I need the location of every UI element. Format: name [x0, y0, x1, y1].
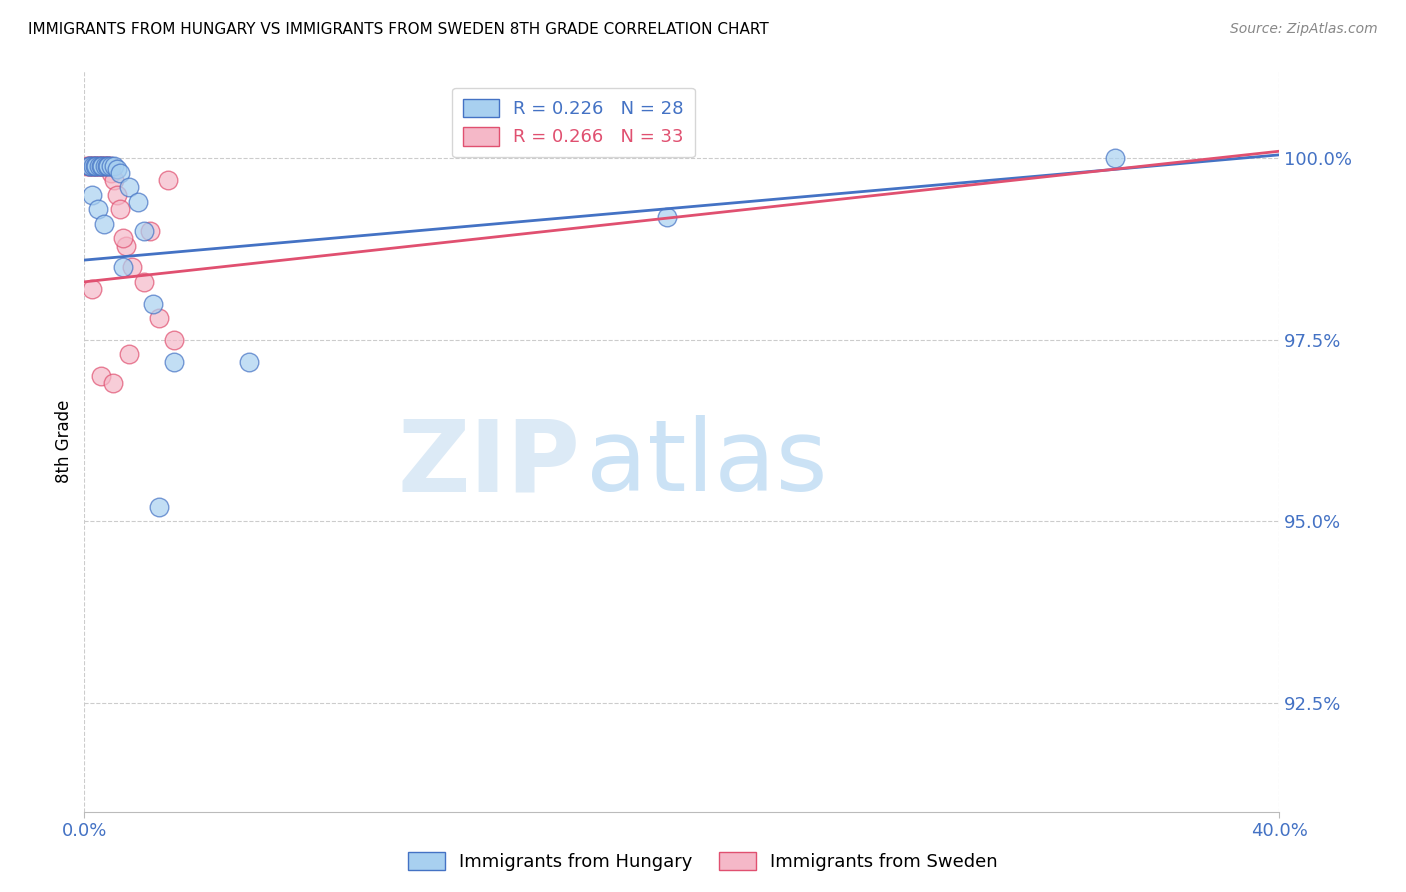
- Point: [148, 500, 170, 514]
- Point: [93, 217, 115, 231]
- Point: [79, 159, 101, 173]
- Point: [655, 210, 678, 224]
- Point: [90, 369, 112, 384]
- Point: [103, 173, 125, 187]
- Point: [238, 354, 260, 368]
- Point: [101, 376, 124, 391]
- Point: [97, 159, 120, 173]
- Point: [94, 159, 117, 173]
- Point: [76, 159, 98, 173]
- Text: IMMIGRANTS FROM HUNGARY VS IMMIGRANTS FROM SWEDEN 8TH GRADE CORRELATION CHART: IMMIGRANTS FROM HUNGARY VS IMMIGRANTS FR…: [28, 22, 769, 37]
- Y-axis label: 8th Grade: 8th Grade: [55, 400, 73, 483]
- Point: [77, 159, 100, 173]
- Point: [121, 260, 143, 275]
- Text: ZIP: ZIP: [398, 416, 581, 512]
- Point: [163, 333, 186, 347]
- Point: [91, 159, 114, 173]
- Point: [83, 159, 105, 173]
- Legend: Immigrants from Hungary, Immigrants from Sweden: Immigrants from Hungary, Immigrants from…: [401, 845, 1005, 879]
- Point: [148, 311, 170, 326]
- Point: [110, 166, 132, 180]
- Point: [86, 159, 108, 173]
- Point: [1104, 152, 1126, 166]
- Point: [157, 173, 180, 187]
- Point: [110, 202, 132, 217]
- Point: [94, 159, 117, 173]
- Point: [142, 296, 165, 310]
- Point: [83, 159, 105, 173]
- Point: [139, 224, 162, 238]
- Point: [79, 159, 101, 173]
- Point: [77, 159, 100, 173]
- Point: [118, 180, 141, 194]
- Point: [90, 159, 112, 173]
- Point: [87, 159, 110, 173]
- Point: [96, 159, 118, 173]
- Point: [89, 159, 111, 173]
- Point: [112, 231, 135, 245]
- Point: [82, 159, 104, 173]
- Point: [132, 224, 156, 238]
- Point: [80, 159, 103, 173]
- Point: [112, 260, 135, 275]
- Point: [127, 194, 149, 209]
- Point: [96, 159, 118, 173]
- Point: [103, 159, 125, 173]
- Point: [115, 238, 138, 252]
- Point: [91, 159, 114, 173]
- Point: [80, 282, 103, 296]
- Point: [87, 202, 110, 217]
- Text: Source: ZipAtlas.com: Source: ZipAtlas.com: [1230, 22, 1378, 37]
- Text: atlas: atlas: [586, 416, 828, 512]
- Legend: R = 0.226   N = 28, R = 0.266   N = 33: R = 0.226 N = 28, R = 0.266 N = 33: [451, 87, 695, 157]
- Point: [105, 187, 128, 202]
- Point: [163, 354, 186, 368]
- Point: [86, 159, 108, 173]
- Point: [132, 275, 156, 289]
- Point: [105, 162, 128, 177]
- Point: [100, 166, 122, 180]
- Point: [80, 187, 103, 202]
- Point: [93, 159, 115, 173]
- Point: [97, 159, 120, 173]
- Point: [98, 159, 121, 173]
- Point: [100, 159, 122, 173]
- Point: [89, 159, 111, 173]
- Point: [118, 347, 141, 361]
- Point: [82, 159, 104, 173]
- Point: [90, 159, 112, 173]
